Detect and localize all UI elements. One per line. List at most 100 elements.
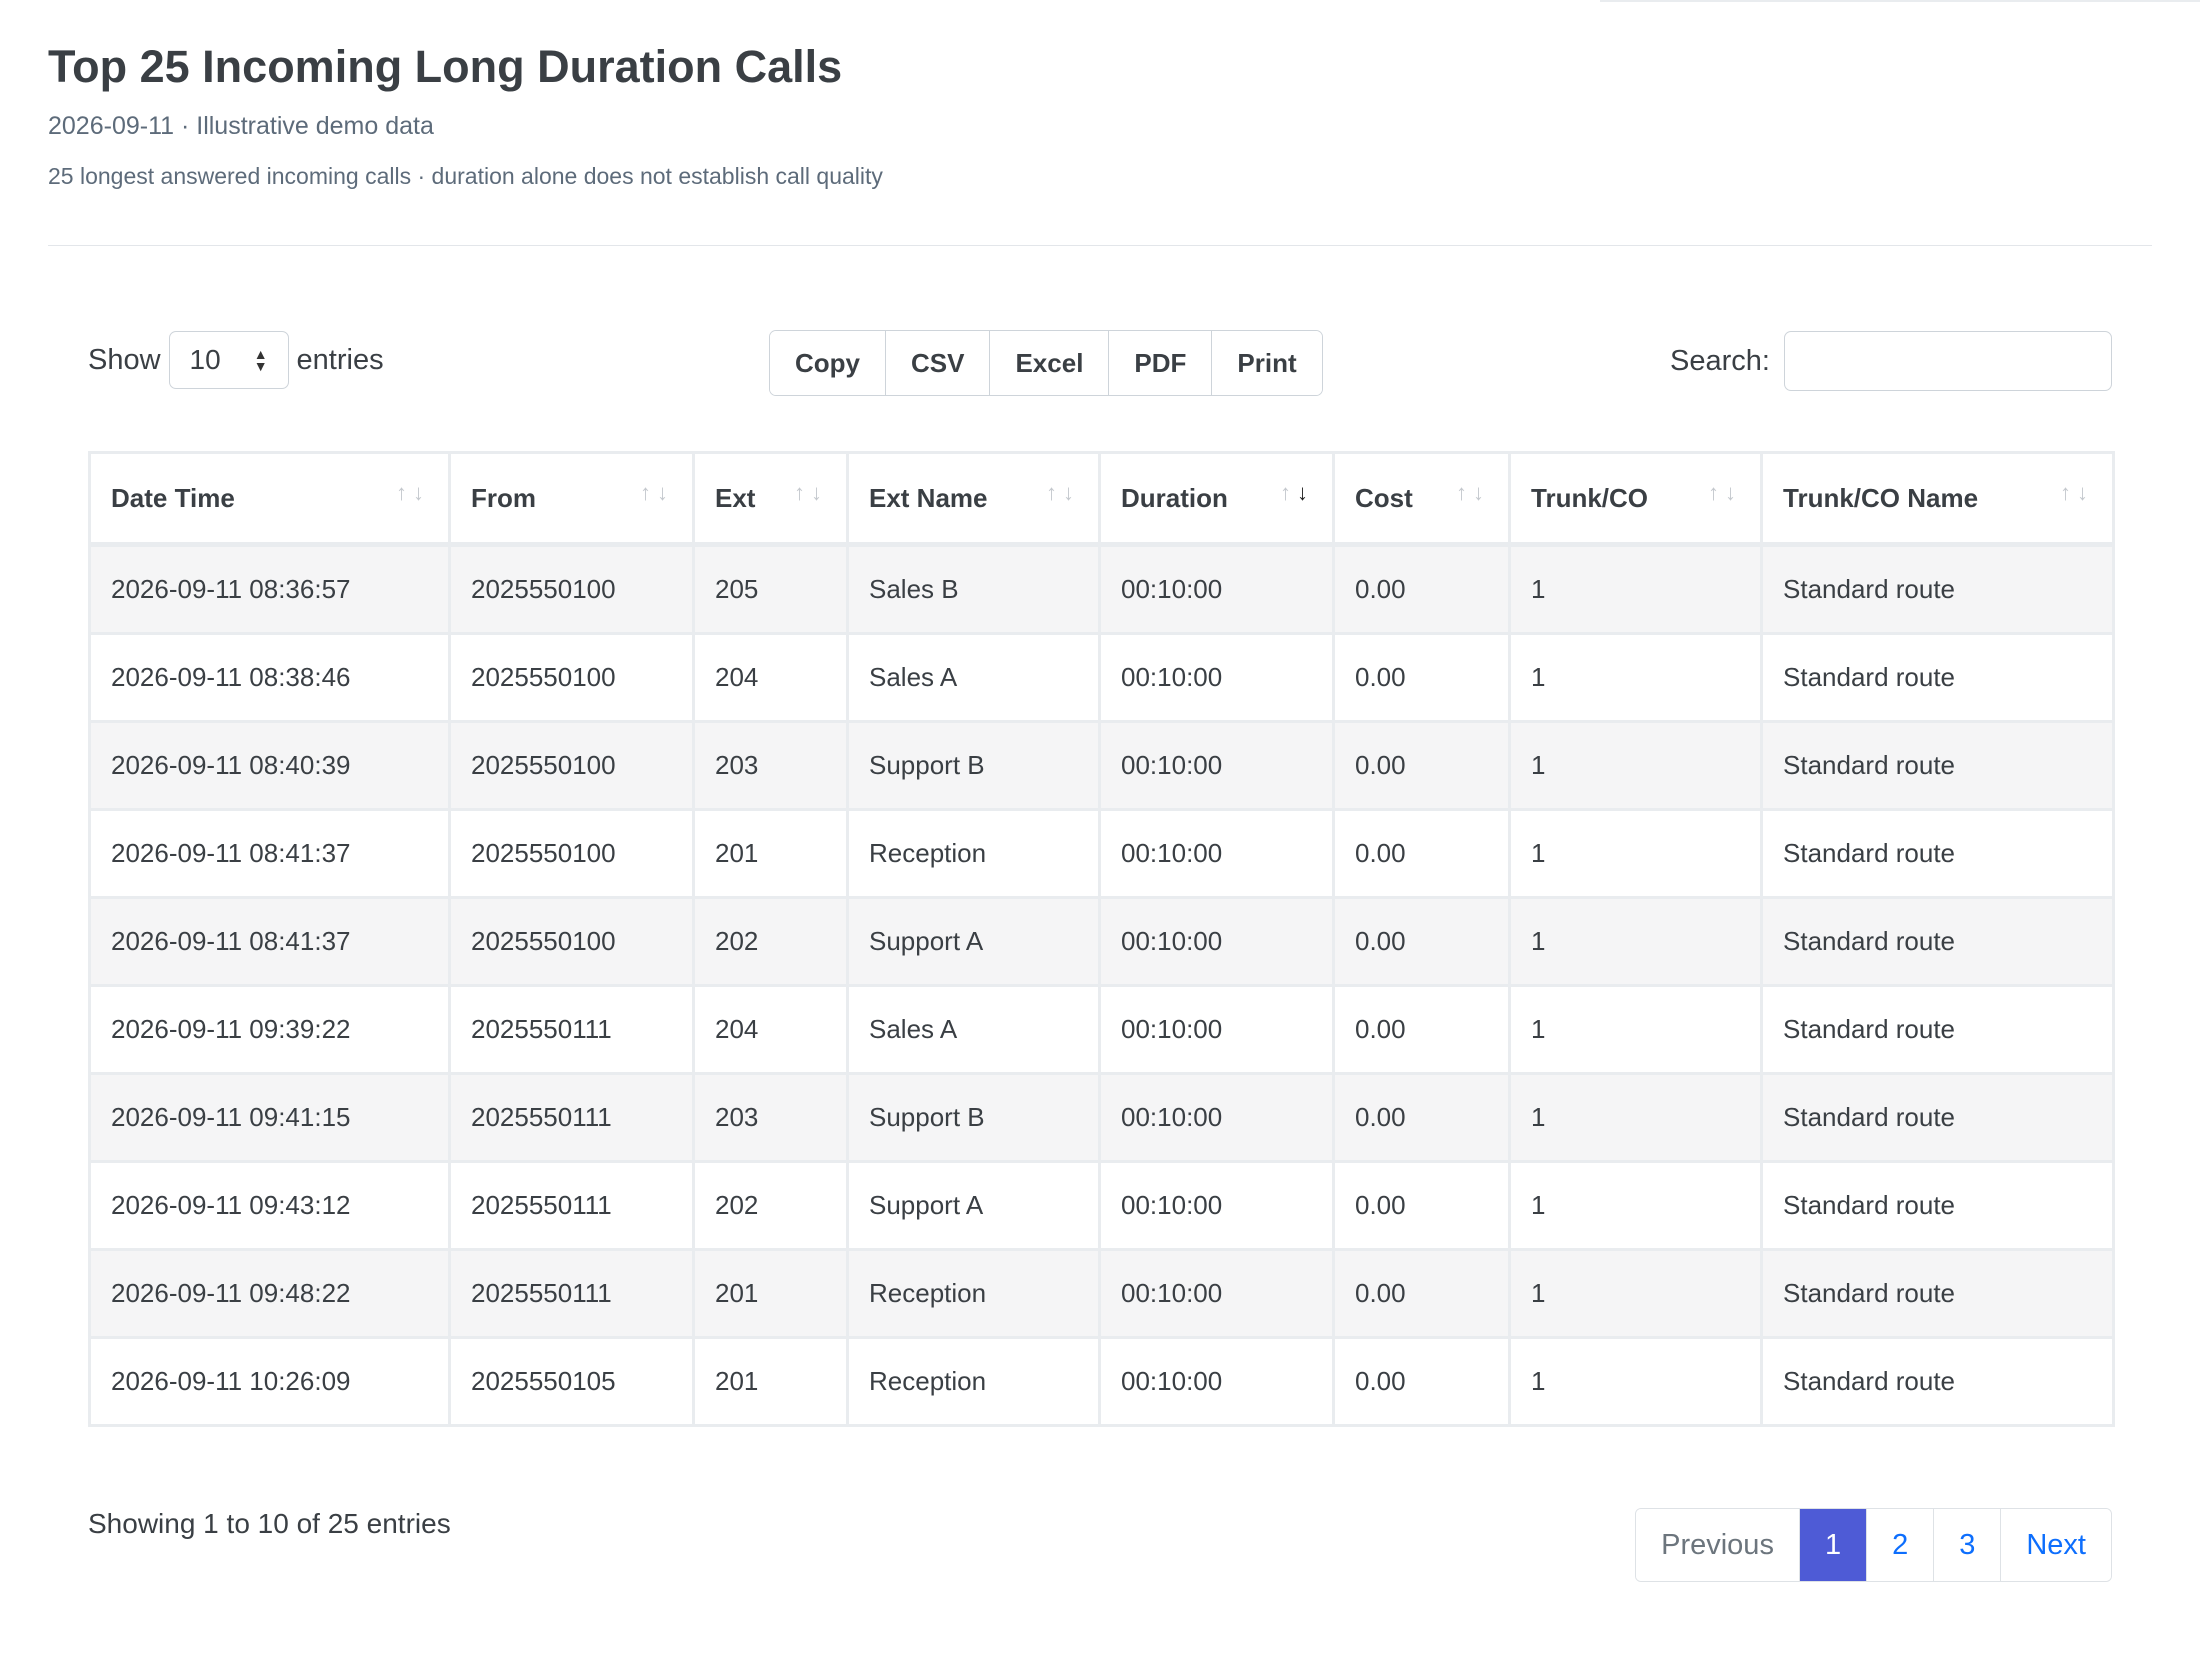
- table-cell: 1: [1508, 632, 1763, 723]
- table-cell: 0.00: [1332, 808, 1511, 899]
- column-header-label: Ext Name: [869, 482, 988, 513]
- column-header-label: Ext: [715, 482, 756, 513]
- print-button[interactable]: Print: [1211, 331, 1322, 395]
- column-header-label: From: [471, 482, 536, 513]
- show-label: Show: [88, 343, 161, 376]
- table-cell: 2026-09-11 08:41:37: [88, 896, 451, 987]
- sort-arrows-icon: ↑↓: [640, 480, 674, 505]
- table-cell: 00:10:00: [1098, 1160, 1335, 1251]
- table-cell: 00:10:00: [1098, 1336, 1335, 1427]
- table-header: Date Time ↑↓ From ↑↓ Ext ↑↓ Ext Name ↑↓ Duration…: [88, 451, 2115, 547]
- page-2-button[interactable]: 2: [1866, 1509, 1934, 1581]
- table-cell: 1: [1508, 1336, 1763, 1427]
- table-cell: 204: [692, 632, 849, 723]
- report-header: Top 25 Incoming Long Duration Calls 2026…: [48, 40, 2152, 190]
- pdf-button[interactable]: PDF: [1108, 331, 1212, 395]
- table-cell: 201: [692, 1248, 849, 1339]
- table-cell: 2026-09-11 09:41:15: [88, 1072, 451, 1163]
- table-cell: 2025550100: [448, 543, 695, 635]
- table-cell: 0.00: [1332, 1336, 1511, 1427]
- length-value: 10: [189, 344, 221, 375]
- table-cell: 204: [692, 984, 849, 1075]
- search-label: Search:: [1670, 344, 1770, 377]
- table-row: 2026-09-11 08:41:37 2025550100 202 Support …: [88, 896, 2115, 987]
- table-cell: 2025550100: [448, 808, 695, 899]
- table-cell: 201: [692, 808, 849, 899]
- table-cell: Standard route: [1760, 1248, 2115, 1339]
- table-cell: 1: [1508, 984, 1763, 1075]
- entries-label: entries: [296, 343, 384, 376]
- table-cell: 00:10:00: [1098, 1072, 1335, 1163]
- table-cell: 2025550105: [448, 1336, 695, 1427]
- page-note: 25 longest answered incoming calls · dur…: [48, 163, 883, 189]
- table-cell: 1: [1508, 896, 1763, 987]
- page-1-button[interactable]: 1: [1798, 1509, 1867, 1581]
- pagination: Previous 1 2 3 Next: [1635, 1508, 2112, 1582]
- header-divider: [48, 245, 2152, 246]
- table-cell: 1: [1508, 808, 1763, 899]
- page-subtitle: 2026-09-11 · Illustrative demo data: [48, 112, 434, 140]
- calls-table: Date Time ↑↓ From ↑↓ Ext ↑↓ Ext Name ↑↓ Duration…: [88, 451, 2115, 1427]
- table-cell: Support B: [846, 1072, 1101, 1163]
- table-cell: 2025550111: [448, 1160, 695, 1251]
- table-cell: Support A: [846, 1160, 1101, 1251]
- length-control: Show 10 ▲ ▼ entries: [88, 330, 384, 390]
- table-cell: 00:10:00: [1098, 720, 1335, 811]
- sort-arrows-icon: ↑↓: [1708, 480, 1742, 505]
- csv-button[interactable]: CSV: [885, 331, 990, 395]
- table-cell: 00:10:00: [1098, 632, 1335, 723]
- column-header[interactable]: Cost ↑↓: [1332, 451, 1511, 547]
- column-header[interactable]: Trunk/CO Name ↑↓: [1760, 451, 2115, 547]
- table-cell: 2025550100: [448, 720, 695, 811]
- table-cell: 2026-09-11 08:40:39: [88, 720, 451, 811]
- export-button-group: Copy CSV Excel PDF Print: [769, 330, 1323, 396]
- table-cell: 2026-09-11 09:43:12: [88, 1160, 451, 1251]
- table-cell: Support A: [846, 896, 1101, 987]
- column-header-label: Duration: [1121, 482, 1228, 513]
- table-cell: 0.00: [1332, 1160, 1511, 1251]
- table-cell: 1: [1508, 1072, 1763, 1163]
- table-cell: Sales B: [846, 543, 1101, 635]
- table-cell: 202: [692, 896, 849, 987]
- page-3-button[interactable]: 3: [1933, 1509, 2001, 1581]
- entries-length-select[interactable]: 10 ▲ ▼: [168, 331, 289, 389]
- table-row: 2026-09-11 10:26:09 2025550105 201 Receptio…: [88, 1336, 2115, 1427]
- header-row: Date Time ↑↓ From ↑↓ Ext ↑↓ Ext Name ↑↓ Duration…: [88, 451, 2115, 547]
- column-header[interactable]: Ext ↑↓: [692, 451, 849, 547]
- search-input[interactable]: [1784, 331, 2112, 391]
- table-cell: 0.00: [1332, 632, 1511, 723]
- table-cell: 1: [1508, 720, 1763, 811]
- table-cell: 1: [1508, 543, 1763, 635]
- table-cell: Sales A: [846, 984, 1101, 1075]
- table-cell: 2025550100: [448, 896, 695, 987]
- table-cell: 00:10:00: [1098, 896, 1335, 987]
- table-cell: 0.00: [1332, 1072, 1511, 1163]
- table-cell: 2025550111: [448, 984, 695, 1075]
- column-header-label: Trunk/CO Name: [1783, 482, 1979, 513]
- table-cell: 2026-09-11 08:36:57: [88, 543, 451, 635]
- column-header-label: Date Time: [111, 482, 235, 513]
- table-cell: Standard route: [1760, 720, 2115, 811]
- copy-button[interactable]: Copy: [770, 331, 885, 395]
- sort-arrows-icon: ↑↓: [2060, 480, 2094, 505]
- table-cell: 0.00: [1332, 1248, 1511, 1339]
- column-header-label: Cost: [1355, 482, 1413, 513]
- sort-arrows-icon: ↑↓: [794, 480, 828, 505]
- table-row: 2026-09-11 09:48:22 2025550111 201 Receptio…: [88, 1248, 2115, 1339]
- column-header[interactable]: Duration ↑↓: [1098, 451, 1335, 547]
- table-cell: 2025550100: [448, 632, 695, 723]
- select-caret-icon: ▲ ▼: [253, 346, 268, 374]
- next-page-button[interactable]: Next: [2000, 1509, 2111, 1581]
- excel-button[interactable]: Excel: [989, 331, 1109, 395]
- table-cell: 0.00: [1332, 984, 1511, 1075]
- column-header[interactable]: Ext Name ↑↓: [846, 451, 1101, 547]
- column-header[interactable]: Date Time ↑↓: [88, 451, 451, 547]
- column-header[interactable]: Trunk/CO ↑↓: [1508, 451, 1763, 547]
- table-cell: 2026-09-11 08:38:46: [88, 632, 451, 723]
- table-cell: 00:10:00: [1098, 984, 1335, 1075]
- table-cell: Standard route: [1760, 896, 2115, 987]
- previous-page-button[interactable]: Previous: [1636, 1509, 1799, 1581]
- column-header[interactable]: From ↑↓: [448, 451, 695, 547]
